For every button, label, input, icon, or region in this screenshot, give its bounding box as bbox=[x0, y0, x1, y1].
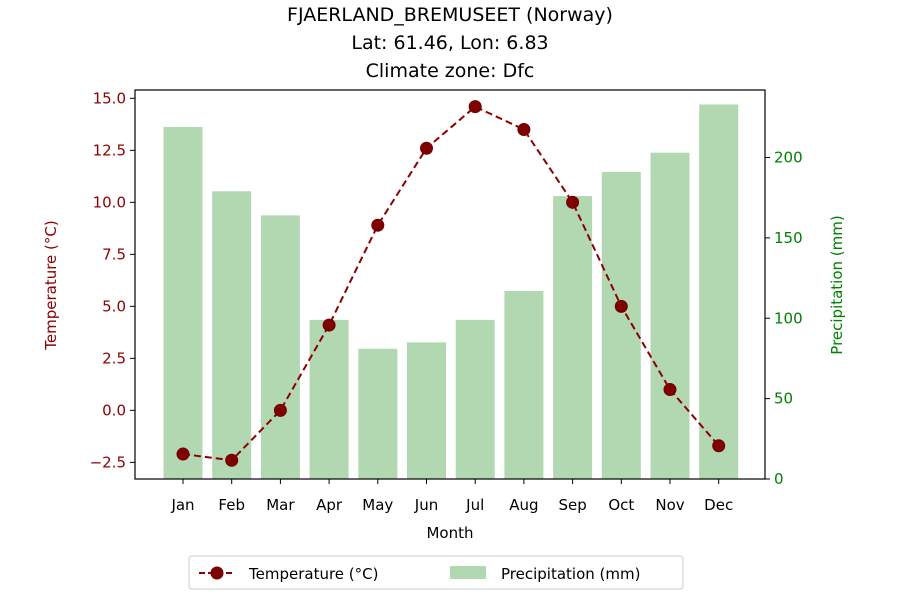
y-axis-left: −2.5 0.0 2.5 5.0 7.5 10.0 12.5 15.0 bbox=[90, 89, 135, 471]
precipitation-bar-dec bbox=[699, 104, 739, 479]
x-tick-label-sep: Sep bbox=[558, 496, 586, 514]
temperature-point-jun bbox=[420, 141, 433, 155]
precipitation-bar-sep bbox=[553, 196, 593, 479]
x-tick-label-jul: Jul bbox=[465, 496, 484, 514]
temperature-point-apr bbox=[322, 318, 336, 332]
x-tick-label-mar: Mar bbox=[266, 496, 295, 514]
x-tick-label-jun: Jun bbox=[414, 496, 438, 514]
y-left-tick-label: −2.5 bbox=[90, 453, 126, 471]
y-axis-right-label: Precipitation (mm) bbox=[828, 215, 846, 354]
x-tick-label-feb: Feb bbox=[218, 496, 245, 514]
precipitation-bar-may bbox=[358, 348, 398, 479]
y-right-tick-label: 150 bbox=[774, 229, 803, 247]
temperature-point-mar bbox=[273, 403, 287, 417]
precipitation-bar-apr bbox=[309, 319, 349, 479]
precipitation-bar-nov bbox=[650, 152, 690, 480]
y-left-tick-label: 5.0 bbox=[102, 297, 126, 315]
precipitation-bars bbox=[163, 104, 739, 480]
y-left-tick-label: 2.5 bbox=[102, 349, 126, 367]
y-left-tick-label: 12.5 bbox=[93, 141, 126, 159]
x-tick-label-jan: Jan bbox=[170, 496, 194, 514]
temperature-point-feb bbox=[225, 453, 239, 467]
temperature-point-sep bbox=[566, 195, 580, 209]
precipitation-bar-oct bbox=[601, 171, 641, 479]
precipitation-bar-aug bbox=[504, 290, 544, 479]
x-tick-label-apr: Apr bbox=[316, 496, 343, 514]
x-tick-label-aug: Aug bbox=[509, 496, 538, 514]
temperature-point-jan bbox=[176, 447, 190, 461]
x-tick-label-oct: Oct bbox=[608, 496, 634, 514]
legend-frame bbox=[188, 555, 684, 590]
y-right-tick-label: 200 bbox=[774, 149, 803, 167]
x-tick-label-nov: Nov bbox=[655, 496, 684, 514]
y-left-tick-label: 15.0 bbox=[93, 89, 126, 107]
chart-title-line-2: Lat: 61.46, Lon: 6.83 bbox=[351, 32, 548, 54]
precipitation-bar-jul bbox=[455, 319, 495, 479]
y-right-tick-label: 100 bbox=[774, 309, 803, 327]
legend: Temperature (°C) Precipitation (mm) bbox=[188, 555, 684, 590]
precipitation-bar-jan bbox=[163, 126, 203, 480]
legend-temperature-label: Temperature (°C) bbox=[248, 565, 378, 583]
y-axis-left-label: Temperature (°C) bbox=[42, 220, 60, 350]
y-left-tick-label: 0.0 bbox=[102, 401, 126, 419]
x-tick-label-may: May bbox=[362, 496, 393, 514]
chart-title-line-1: FJAERLAND_BREMUSEET (Norway) bbox=[287, 4, 613, 26]
y-right-tick-label: 0 bbox=[774, 470, 784, 488]
y-axis-right: 0 50 100 150 200 bbox=[765, 149, 803, 488]
temperature-series-line bbox=[182, 105, 720, 462]
x-tick-label-dec: Dec bbox=[704, 496, 733, 514]
legend-precipitation-swatch bbox=[450, 566, 486, 579]
legend-precipitation-label: Precipitation (mm) bbox=[501, 565, 640, 583]
temperature-point-dec bbox=[712, 439, 726, 453]
legend-temperature-marker bbox=[210, 566, 224, 580]
precipitation-bar-mar bbox=[260, 215, 300, 479]
temperature-line bbox=[176, 100, 726, 467]
y-left-tick-label: 10.0 bbox=[93, 193, 126, 211]
plot-frame bbox=[134, 89, 766, 480]
x-axis-label: Month bbox=[426, 524, 473, 542]
temperature-point-aug bbox=[517, 123, 531, 137]
temperature-point-nov bbox=[663, 383, 677, 397]
temperature-point-oct bbox=[614, 299, 628, 313]
precipitation-bar-jun bbox=[407, 342, 446, 479]
x-axis: Jan Feb Mar Apr May Jun Jul Aug Sep Oct Nov Dec bbox=[170, 479, 733, 514]
temperature-point-may bbox=[371, 218, 385, 232]
temperature-point-jul bbox=[468, 100, 482, 114]
precipitation-bar-feb bbox=[212, 191, 252, 479]
y-right-tick-label: 50 bbox=[774, 390, 793, 408]
chart-title: FJAERLAND_BREMUSEET (Norway) Lat: 61.46,… bbox=[287, 4, 613, 82]
chart-title-line-3: Climate zone: Dfc bbox=[366, 60, 535, 82]
y-left-tick-label: 7.5 bbox=[102, 245, 126, 263]
